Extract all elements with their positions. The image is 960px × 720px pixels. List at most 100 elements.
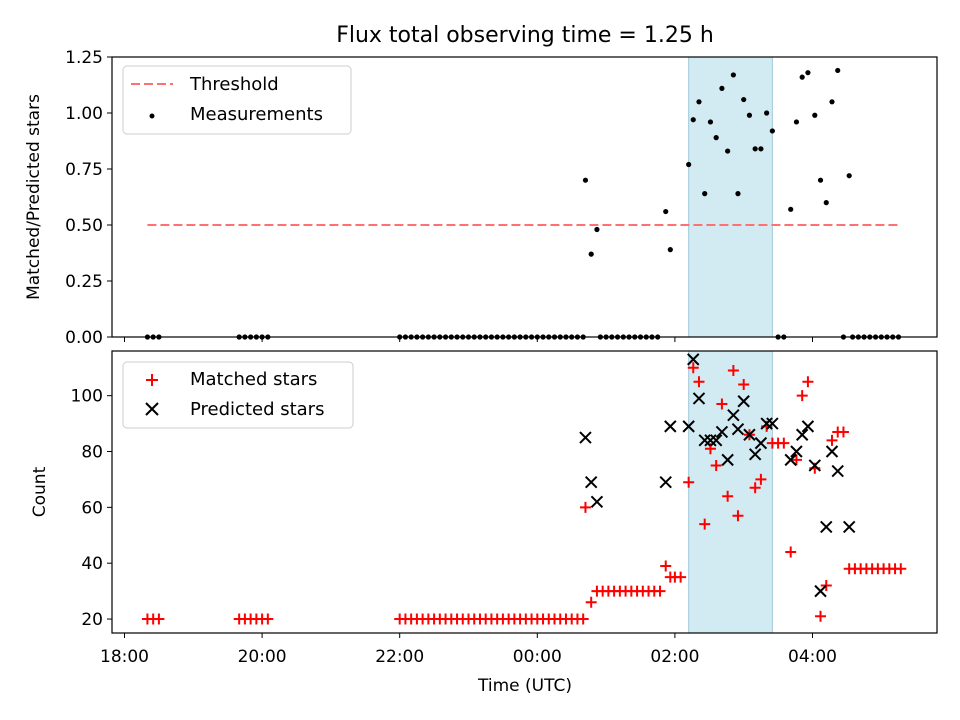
measurements-points xyxy=(144,67,902,340)
measurement-point xyxy=(769,128,775,134)
predicted-star-point xyxy=(790,445,803,458)
matched-star-point xyxy=(262,613,274,625)
predicted-star-point xyxy=(808,459,822,472)
legend-measurements-label: Measurements xyxy=(190,104,323,125)
bottom-xtick-label: 02:00 xyxy=(650,647,699,667)
measurement-point xyxy=(823,200,829,206)
legend-measurements-swatch xyxy=(149,113,155,119)
bottom-panel: 20 40 60 80 100 18:00 20:00 22:00 00:00 02:00 04:… xyxy=(30,350,938,696)
measurement-point xyxy=(805,70,811,76)
measurement-point xyxy=(707,119,714,125)
matched-star-point xyxy=(815,610,827,622)
predicted-star-point xyxy=(760,417,773,430)
measurement-point xyxy=(735,191,741,197)
bottom-legend: Matched stars Predicted stars xyxy=(122,361,354,429)
matched-stars-points xyxy=(141,362,907,625)
predicted-star-point xyxy=(687,353,700,366)
top-ytick-label: 1.00 xyxy=(65,104,103,124)
predicted-star-point xyxy=(731,422,745,436)
measurement-point xyxy=(799,74,805,80)
x-axis-label: Time (UTC) xyxy=(477,676,572,696)
matched-star-point xyxy=(727,365,739,377)
matched-star-point xyxy=(693,376,705,388)
predicted-stars-points xyxy=(579,353,856,598)
legend-matched-label: Matched stars xyxy=(190,369,317,390)
matched-star-point xyxy=(683,476,695,488)
bottom-plot-frame xyxy=(111,350,938,634)
measurement-point xyxy=(702,191,708,197)
predicted-star-point xyxy=(659,476,672,489)
measurement-point xyxy=(817,177,824,183)
top-yticks: 0.00 0.25 0.50 0.75 1.00 1.25 xyxy=(65,48,112,348)
bottom-ytick-label: 40 xyxy=(81,554,103,574)
predicted-star-point xyxy=(795,428,809,441)
top-legend: Threshold Measurements xyxy=(122,65,352,135)
bottom-xtick-label: 20:00 xyxy=(238,647,287,667)
measurement-point xyxy=(758,146,764,152)
measurement-point xyxy=(746,112,753,118)
legend-predicted-swatch xyxy=(145,402,159,416)
predicted-star-point xyxy=(698,434,711,447)
measurement-point xyxy=(690,117,696,123)
measurement-point xyxy=(812,112,818,118)
matched-star-point xyxy=(577,613,589,625)
measurement-point xyxy=(696,99,702,105)
predicted-star-point xyxy=(820,520,833,534)
top-ytick-label: 0.00 xyxy=(65,328,103,348)
top-panel: 0.00 0.25 0.50 0.75 1.00 1.25 Matched/Predict… xyxy=(24,48,938,348)
matched-star-point xyxy=(732,510,744,522)
bottom-xticks: 18:00 20:00 22:00 00:00 02:00 04:00 xyxy=(100,633,837,667)
measurement-point xyxy=(730,72,736,78)
legend-predicted-label: Predicted stars xyxy=(190,399,324,420)
measurement-point xyxy=(788,206,794,212)
matched-star-point xyxy=(796,390,808,402)
predicted-star-point xyxy=(727,409,740,422)
matched-star-point xyxy=(675,571,687,583)
bottom-highlight-span xyxy=(688,350,773,634)
legend-threshold-label: Threshold xyxy=(189,74,279,95)
matched-star-point xyxy=(660,560,672,572)
predicted-star-point xyxy=(715,425,729,439)
top-ytick-label: 0.75 xyxy=(65,160,103,180)
predicted-star-point xyxy=(709,434,723,447)
measurement-point xyxy=(829,99,835,105)
matched-star-point xyxy=(785,546,797,558)
matched-star-point xyxy=(802,376,814,388)
measurement-point xyxy=(719,85,725,91)
measurement-point xyxy=(741,96,747,103)
predicted-star-point xyxy=(825,445,839,458)
matched-star-point xyxy=(153,613,165,625)
predicted-star-point xyxy=(590,495,604,508)
matched-star-point xyxy=(699,518,711,530)
predicted-star-point xyxy=(737,395,750,408)
matched-star-point xyxy=(820,580,832,592)
predicted-star-point xyxy=(754,436,768,450)
matched-star-point xyxy=(826,434,838,446)
top-plot-frame xyxy=(111,56,938,338)
measurement-point xyxy=(686,161,692,168)
bottom-ytick-label: 80 xyxy=(81,443,103,463)
matched-star-point xyxy=(687,362,699,374)
measurement-point xyxy=(663,208,669,215)
matched-star-point xyxy=(790,454,802,466)
top-ytick-label: 1.25 xyxy=(65,48,103,68)
measurement-point xyxy=(793,119,800,125)
matched-star-point xyxy=(585,596,597,608)
top-ylabel: Matched/Predicted stars xyxy=(24,94,44,300)
chart-title: Flux total observing time = 1.25 h xyxy=(336,23,714,48)
top-highlight-span xyxy=(688,56,773,338)
predicted-star-point xyxy=(584,476,598,489)
matched-star-point xyxy=(579,501,591,513)
predicted-star-point xyxy=(801,420,815,433)
measurement-point xyxy=(764,110,770,116)
predicted-star-point xyxy=(831,464,844,478)
predicted-star-point xyxy=(814,584,827,598)
measurement-point xyxy=(835,67,841,74)
matched-star-point xyxy=(710,459,722,471)
measurement-point xyxy=(752,146,758,152)
bottom-legend-box xyxy=(122,361,354,429)
legend-matched-swatch xyxy=(146,374,158,386)
matched-star-point xyxy=(895,563,907,575)
measurement-point xyxy=(594,226,600,233)
